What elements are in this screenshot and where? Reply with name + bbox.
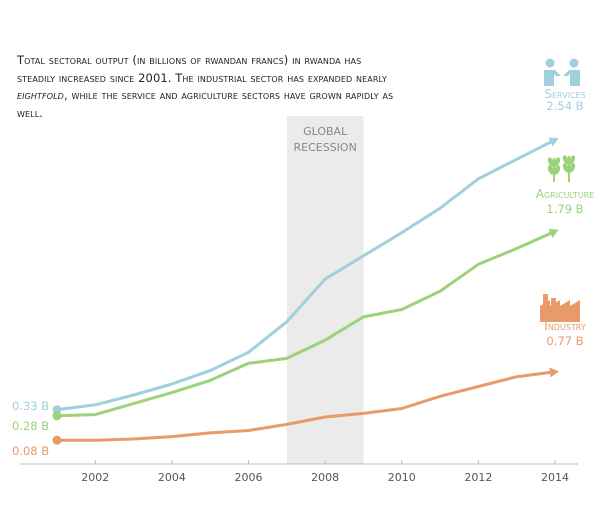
series-end-label-industry: 0.77 B	[546, 334, 583, 348]
series-name-services: Services	[544, 87, 585, 101]
handshake-icon	[544, 58, 580, 86]
series-line-agriculture	[55, 229, 557, 418]
series-line-services	[55, 138, 557, 412]
series-end-arrow-services	[548, 137, 559, 147]
description-emphasis: eightfold	[17, 88, 64, 102]
series-end-label-agriculture: 1.79 B	[546, 202, 583, 216]
series-line-industry	[55, 370, 557, 442]
x-axis: 2002 2004 2006 2008 2010 2012 2014	[20, 460, 578, 484]
recession-label-line2: RECESSION	[293, 141, 356, 154]
series-end-arrow-agriculture	[548, 228, 559, 238]
series-group	[52, 137, 559, 445]
recession-label-line1: GLOBAL	[303, 125, 348, 138]
series-name-industry: Industry	[544, 319, 586, 333]
series-start-label-services: 0.33 B	[12, 399, 49, 413]
x-tick-label: 2010	[388, 471, 416, 484]
chart-description: Total sectoral output (in billions of rw…	[17, 52, 397, 122]
series-end-arrow-industry	[549, 367, 559, 378]
series-start-label-agriculture: 0.28 B	[12, 419, 49, 433]
series-end-label-services: 2.54 B	[546, 99, 583, 113]
wheat-icon	[547, 155, 576, 182]
x-tick-label: 2014	[541, 471, 569, 484]
factory-icon	[540, 294, 580, 322]
series-start-label-industry: 0.08 B	[12, 444, 49, 458]
x-tick-label: 2008	[311, 471, 339, 484]
description-text-2: , while the service and agriculture sect…	[17, 88, 394, 120]
description-text-1: Total sectoral output (in billions of rw…	[17, 53, 388, 85]
recession-band	[286, 116, 364, 464]
series-start-point-industry	[52, 435, 62, 445]
x-tick-label: 2002	[81, 471, 109, 484]
series-start-point-agriculture	[52, 411, 62, 421]
x-tick-label: 2012	[464, 471, 492, 484]
x-tick-label: 2004	[158, 471, 186, 484]
series-name-agriculture: Agriculture	[536, 187, 594, 201]
recession-band-group: GLOBAL RECESSION	[286, 116, 364, 464]
x-tick-label: 2006	[235, 471, 263, 484]
